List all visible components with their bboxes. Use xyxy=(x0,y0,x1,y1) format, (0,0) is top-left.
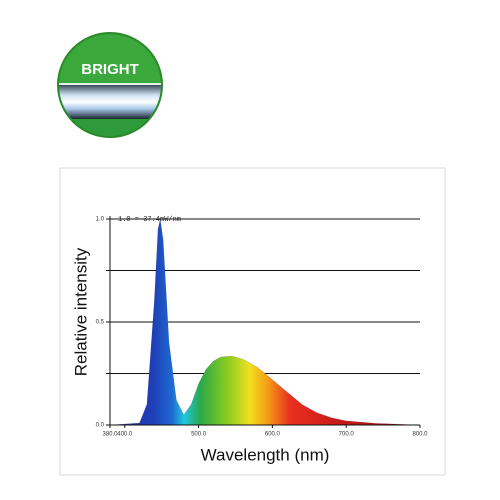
x-tick-label: 400.0 xyxy=(117,432,133,438)
badge-label: BRIGHT xyxy=(81,61,139,78)
plot: 0.0 0.5 1.0 380.0 400.0 500.0 600.0 700.0 800.0 xyxy=(96,216,428,438)
y-axis-title: Relative intensity xyxy=(71,247,90,376)
x-axis-title: Wavelength (nm) xyxy=(201,445,330,464)
led-strip xyxy=(58,85,162,119)
spectrum-fill xyxy=(110,219,420,425)
x-tick-label: 500.0 xyxy=(191,432,207,438)
x-tick-label: 600.0 xyxy=(265,432,281,438)
x-tick-label: 700.0 xyxy=(339,432,355,438)
y-tick-label: 0.0 xyxy=(96,423,105,429)
x-tick-label: 800.0 xyxy=(412,432,428,438)
x-tick-label: 380.0 xyxy=(102,432,118,438)
y-tick-label: 0.5 xyxy=(96,320,105,326)
annotation: 1.0 = 37.4mW/nm xyxy=(118,216,181,224)
badge-ring xyxy=(57,32,163,138)
spectrum-line xyxy=(109,218,421,426)
y-tick-label: 1.0 xyxy=(96,217,105,223)
